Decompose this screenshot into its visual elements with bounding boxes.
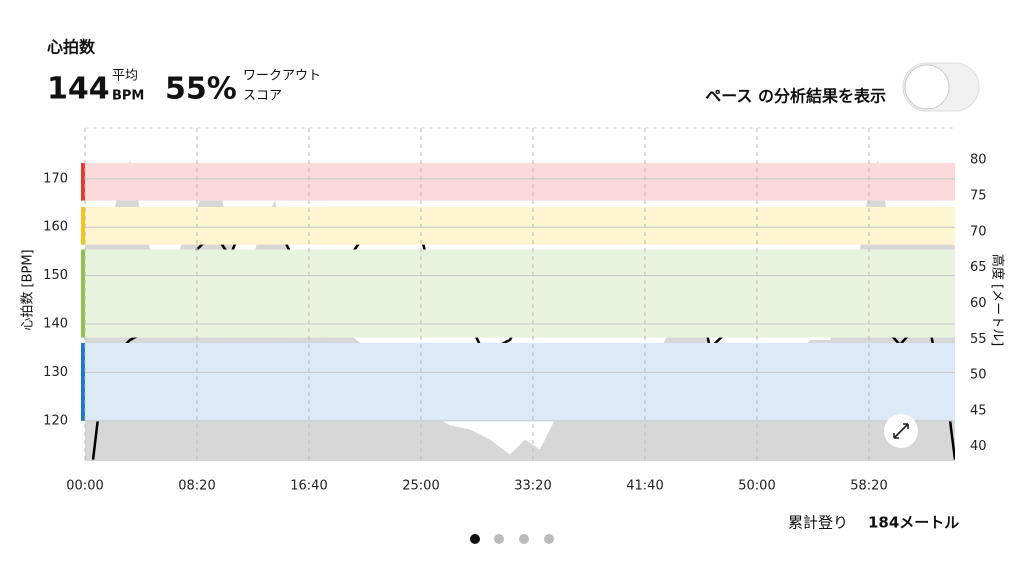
zone-band bbox=[85, 162, 955, 201]
x-tick-label: 58:20 bbox=[850, 479, 887, 494]
chart: 120 130 140 150 160 170 40 45 50 55 60 65 70 75 80 00:0… bbox=[21, 127, 1006, 494]
page-dot[interactable] bbox=[494, 534, 504, 544]
expand-icon[interactable] bbox=[893, 423, 909, 439]
y2-tick-label: 40 bbox=[970, 439, 987, 454]
score-label: スコア bbox=[243, 89, 282, 104]
zone-stripe bbox=[81, 206, 85, 245]
avg-value: 144 bbox=[47, 72, 110, 107]
x-tick-label: 08:20 bbox=[178, 479, 215, 494]
climb-value: 184メートル bbox=[868, 514, 959, 532]
zone-band bbox=[85, 342, 955, 421]
zone-band bbox=[85, 249, 955, 338]
x-tick-label: 00:00 bbox=[66, 479, 103, 494]
score-value: 55% bbox=[165, 72, 237, 107]
y2-tick-label: 50 bbox=[970, 368, 987, 383]
expand-button[interactable] bbox=[884, 414, 918, 448]
y2-tick-label: 65 bbox=[970, 260, 987, 275]
zone-stripe bbox=[81, 249, 85, 338]
y-tick-label: 120 bbox=[43, 413, 68, 428]
x-tick-label: 33:20 bbox=[514, 479, 551, 494]
toggle-label: ペース の分析結果を表示 bbox=[705, 87, 886, 106]
score-label: ワークアウト bbox=[243, 69, 321, 84]
title: 心拍数 bbox=[47, 38, 96, 57]
y-tick-label: 150 bbox=[43, 268, 68, 283]
toggle[interactable] bbox=[902, 62, 980, 112]
x-tick-label: 41:40 bbox=[626, 479, 663, 494]
zone-stripe bbox=[81, 342, 85, 421]
y2-tick-label: 45 bbox=[970, 403, 987, 418]
y-axis-label: 心拍数 [BPM] bbox=[21, 249, 36, 330]
pager[interactable] bbox=[470, 534, 554, 544]
zone-stripe bbox=[81, 162, 85, 201]
climb-label: 累計登り bbox=[788, 514, 848, 532]
y2-tick-label: 75 bbox=[970, 189, 987, 204]
avg-label: 平均 bbox=[112, 69, 138, 84]
x-tick-label: 25:00 bbox=[402, 479, 439, 494]
y2-tick-label: 60 bbox=[970, 296, 987, 311]
y2-tick-label: 80 bbox=[970, 153, 987, 168]
x-tick-label: 16:40 bbox=[290, 479, 327, 494]
page-dot[interactable] bbox=[470, 534, 480, 544]
avg-unit: BPM bbox=[112, 89, 144, 104]
y-tick-label: 140 bbox=[43, 317, 68, 332]
page-dot[interactable] bbox=[519, 534, 529, 544]
x-tick-label: 50:00 bbox=[738, 479, 775, 494]
y2-axis-label: 高度 [メートル] bbox=[990, 254, 1006, 346]
y2-tick-label: 55 bbox=[970, 332, 987, 347]
y-tick-label: 160 bbox=[43, 220, 68, 235]
toggle-knob[interactable] bbox=[904, 64, 950, 110]
page-dot[interactable] bbox=[544, 534, 554, 544]
y-tick-label: 170 bbox=[43, 171, 68, 186]
y-tick-label: 130 bbox=[43, 365, 68, 380]
zone-band bbox=[85, 206, 955, 245]
y2-tick-label: 70 bbox=[970, 224, 987, 239]
